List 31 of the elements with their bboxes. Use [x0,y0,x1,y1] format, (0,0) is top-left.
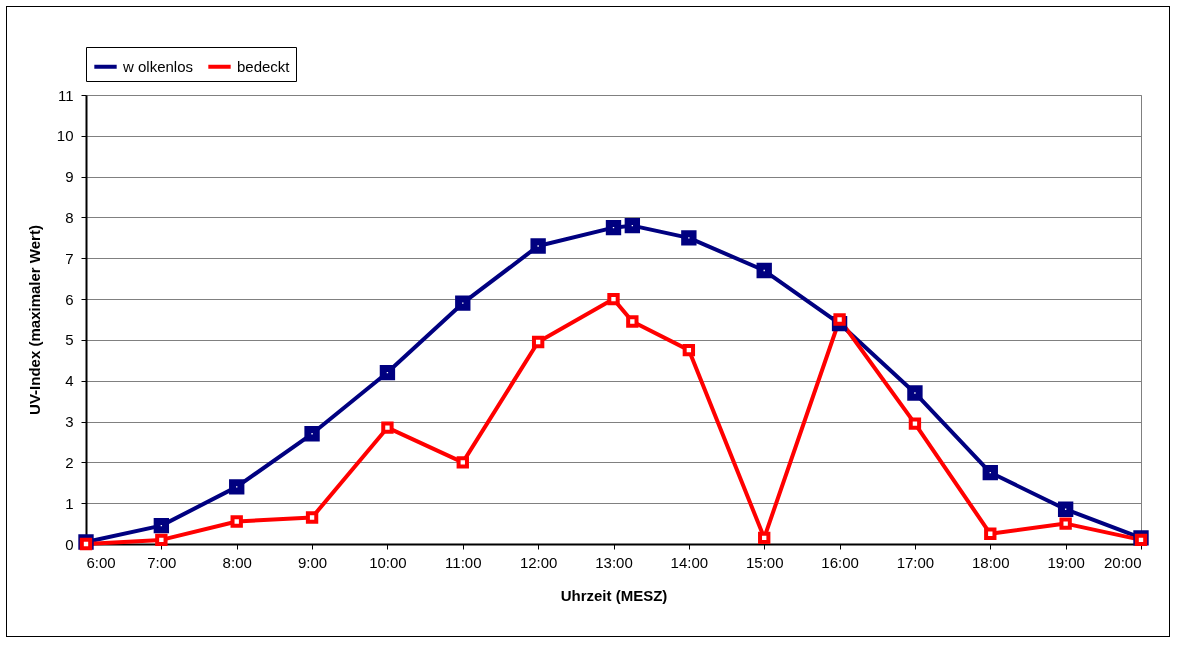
x-tick-label: 12:00 [519,553,558,571]
y-tick-label: 11 [57,86,74,104]
x-tick-label: 10:00 [369,553,407,571]
y-tick-label: 1 [65,494,74,512]
y-tick-label: 0 [65,535,74,553]
legend-label: w olkenlos [122,57,194,75]
x-tick-label: 17:00 [896,553,935,571]
x-tick-label: 20:00 [1103,553,1142,571]
x-tick-label: 19:00 [1047,553,1085,571]
y-tick-label: 5 [65,331,74,349]
y-tick-label: 2 [65,453,74,471]
y-tick-label: 10 [56,127,74,145]
x-tick-label: 14:00 [670,553,709,571]
legend-label: bedeckt [237,57,291,75]
y-axis-title: UV-Index (maximaler Wert) [25,225,43,415]
x-tick-label: 15:00 [745,553,784,571]
x-tick-label: 18:00 [972,553,1010,571]
x-tick-label: 8:00 [222,553,252,571]
x-tick-label: 9:00 [297,553,328,571]
y-tick-label: 8 [65,208,74,226]
x-tick-label: 6:00 [86,553,116,571]
y-tick-label: 3 [65,413,74,431]
x-tick-label: 7:00 [147,553,177,571]
y-tick-label: 9 [65,168,74,186]
x-tick-label: 11:00 [445,553,482,571]
x-tick-label: 13:00 [595,553,633,571]
y-tick-label: 6 [65,290,74,308]
x-axis-title: Uhrzeit (MESZ) [560,586,668,604]
x-tick-label: 16:00 [821,553,859,571]
y-tick-label: 4 [65,372,74,390]
y-tick-label: 7 [65,249,74,267]
